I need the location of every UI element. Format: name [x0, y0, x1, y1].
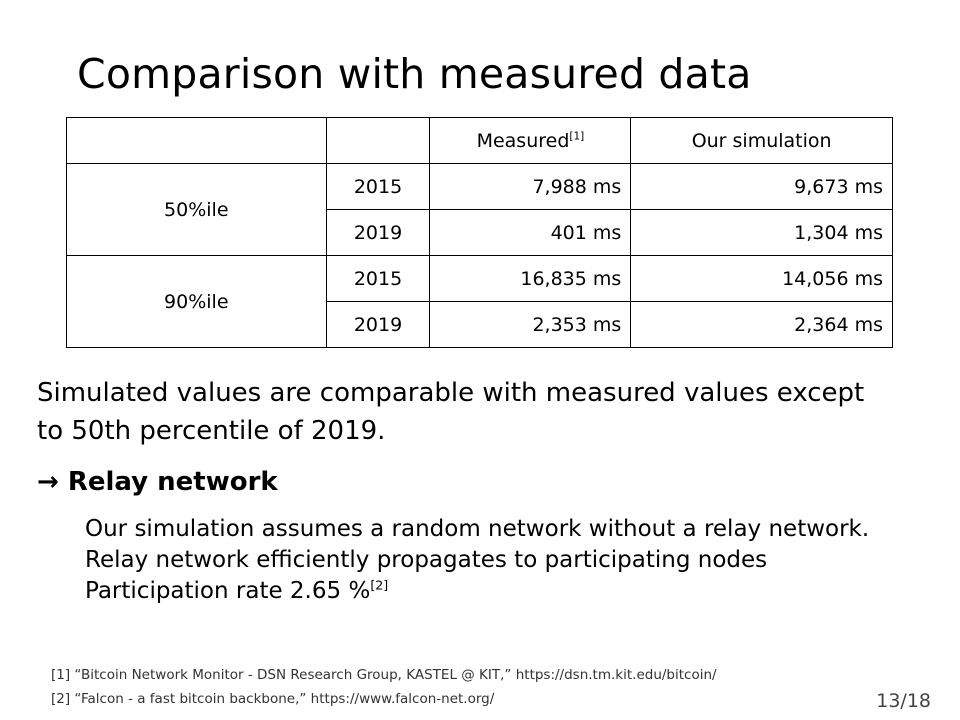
group-label: 90%ile: [66, 255, 327, 348]
simulation-cell: 9,673 ms: [630, 163, 893, 210]
header-measured: Measured[1]: [429, 117, 632, 164]
page-number: 13/18: [876, 690, 931, 712]
year-cell: 2019: [325, 209, 431, 256]
detail-line-participation: Participation rate 2.65 %[2]: [85, 576, 945, 607]
simulation-cell: 1,304 ms: [630, 209, 893, 256]
reference-1: [1] “Bitcoin Network Monitor - DSN Resea…: [51, 667, 717, 683]
table-header-row: Measured[1] Our simulation: [66, 117, 893, 164]
measured-cell: 7,988 ms: [429, 163, 632, 210]
summary-paragraph: Simulated values are comparable with mea…: [37, 374, 937, 450]
measured-cell: 401 ms: [429, 209, 632, 256]
simulation-cell: 2,364 ms: [630, 301, 893, 348]
relay-network-heading: → Relay network: [37, 467, 278, 497]
reference-marker: [2]: [370, 577, 389, 593]
references: [1] “Bitcoin Network Monitor - DSN Resea…: [51, 663, 717, 711]
relay-network-details: Our simulation assumes a random network …: [85, 514, 945, 607]
year-cell: 2015: [325, 163, 431, 210]
header-measured-label: Measured: [476, 129, 570, 152]
table-row: 2019 401 ms 1,304 ms: [67, 209, 893, 256]
detail-line: Relay network efficiently propagates to …: [85, 547, 768, 573]
group-label: 50%ile: [66, 163, 327, 256]
table-row: 2019 2,353 ms 2,364 ms: [67, 301, 893, 348]
header-empty-cell: [325, 117, 431, 164]
reference-2: [2] “Falcon - a fast bitcoin backbone,” …: [51, 691, 495, 707]
summary-line: Simulated values are comparable with mea…: [37, 378, 865, 408]
header-simulation: Our simulation: [630, 117, 893, 164]
table-row: 50%ile 2015 7,988 ms 9,673 ms: [66, 163, 893, 256]
measured-cell: 16,835 ms: [429, 255, 632, 302]
slide-title: Comparison with measured data: [77, 50, 752, 98]
simulation-cell: 14,056 ms: [630, 255, 893, 302]
summary-line: to 50th percentile of 2019.: [37, 416, 386, 446]
comparison-table: Measured[1] Our simulation 50%ile 2015 7…: [66, 117, 893, 348]
detail-line: Our simulation assumes a random network …: [85, 516, 870, 542]
reference-marker: [1]: [569, 130, 585, 143]
year-cell: 2015: [325, 255, 431, 302]
header-empty-cell: [66, 117, 327, 164]
measured-cell: 2,353 ms: [429, 301, 632, 348]
participation-rate: Participation rate 2.65 %: [85, 578, 371, 604]
year-cell: 2019: [325, 301, 431, 348]
table-row: 90%ile 2015 16,835 ms 14,056 ms: [66, 255, 893, 348]
